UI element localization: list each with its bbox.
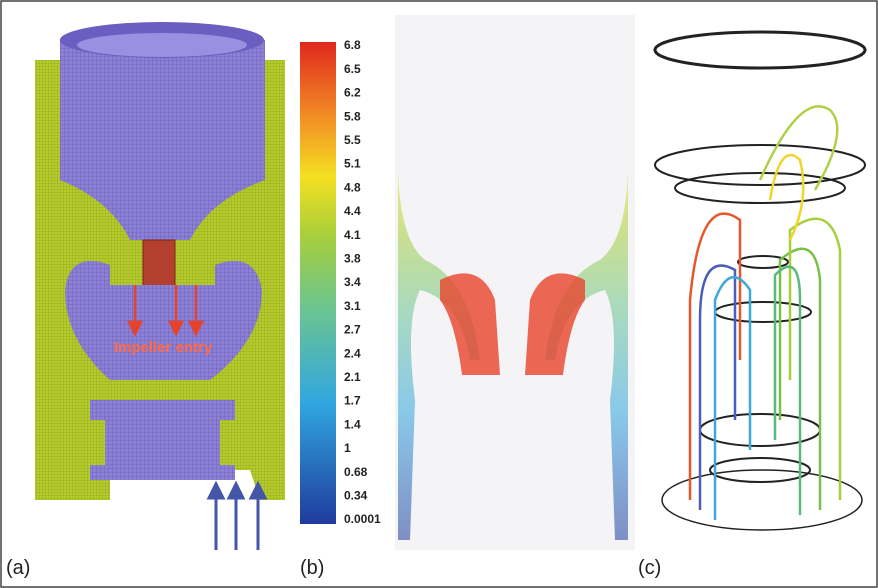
colorbar-label: 0.0001 [344, 512, 381, 526]
colorbar-label: 0.34 [344, 488, 368, 502]
colorbar-label: 5.1 [344, 157, 361, 171]
colorbar-label: 1 [344, 441, 351, 455]
colorbar-label: 5.8 [344, 109, 361, 123]
colorbar-label: 3.8 [344, 251, 361, 265]
colorbar-label: 6.5 [344, 62, 361, 76]
colorbar-label: 5.5 [344, 133, 361, 147]
colorbar-label: 2.4 [344, 346, 361, 360]
colorbar-label: 3.4 [344, 275, 361, 289]
colorbar-label: 1.4 [344, 417, 361, 431]
colorbar-labels: 6.8 6.5 6.2 5.8 5.5 5.1 4.8 4.4 4.1 3.8 3.4 3.1 2.7 2… [344, 38, 381, 526]
colorbar-label: 4.1 [344, 228, 361, 242]
colorbar-label: 4.4 [344, 204, 361, 218]
panel-b [395, 15, 635, 550]
colorbar-label: 1.7 [344, 394, 361, 408]
panel-label: (c) [638, 557, 661, 579]
colorbar-label: 2.7 [344, 323, 361, 337]
panel-c [655, 32, 865, 530]
figure: Impeller entry (a) 6.8 6.5 6.2 5.8 5.5 5.1 4.8… [0, 0, 878, 588]
colorbar-label: 0.68 [344, 465, 368, 479]
panel-label: (b) [300, 557, 324, 579]
colorbar-label: 6.8 [344, 38, 361, 52]
panel-a: Impeller entry [35, 22, 285, 550]
colorbar-label: 4.8 [344, 180, 361, 194]
colorbar [300, 42, 336, 524]
panel-label: (a) [6, 557, 30, 579]
annotation: Impeller entry [114, 339, 213, 356]
colorbar-label: 3.1 [344, 299, 361, 313]
colorbar-label: 6.2 [344, 86, 361, 100]
colorbar-label: 2.1 [344, 370, 361, 384]
